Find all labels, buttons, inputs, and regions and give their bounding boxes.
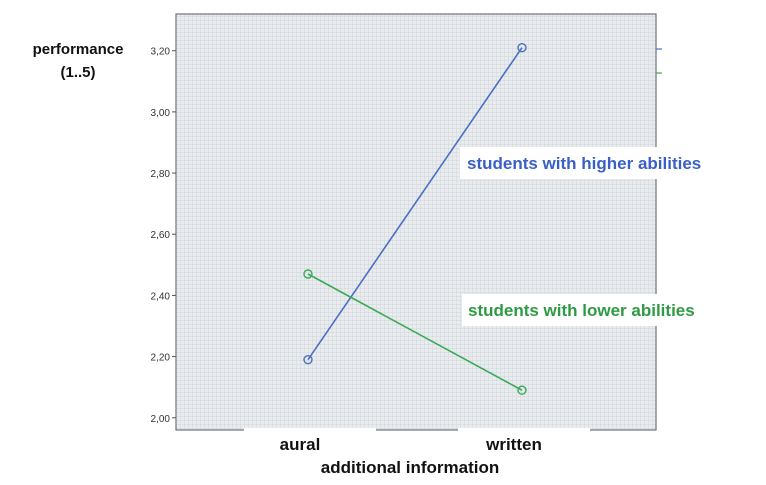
y-axis-label-line2: (1..5) [60,64,95,81]
data-point [303,354,313,365]
data-point [517,385,527,395]
series [303,42,662,395]
x-axis-label: additional information [321,458,500,477]
y-tick-label: 2,00 [151,414,171,425]
x-tick-label: written [485,435,542,454]
y-tick-label: 3,00 [151,108,171,119]
y-ticks: 2,00 2,20 2,40 2,60 2,80 3,00 3,20 [151,47,176,425]
data-point [517,42,527,53]
y-tick-label: 2,60 [151,230,171,241]
series-label-bg [462,294,762,326]
series-line [307,273,523,391]
y-tick-label: 3,20 [151,47,171,58]
y-axis-label-line1: performance [33,41,124,58]
series-label-bg [460,147,758,179]
series-line [307,47,523,361]
y-tick-label: 2,80 [151,169,171,180]
series-label: students with higher abilities [467,154,701,173]
y-tick-label: 2,40 [151,291,171,302]
plot-area [175,13,657,431]
x-tick-label-bg [458,428,590,438]
x-tick-label-bg [244,428,376,438]
series-label: students with lower abilities [468,301,695,320]
x-tick-labels: aural written [244,428,590,454]
y-tick-label: 2,20 [151,353,171,364]
x-tick-label: aural [280,435,321,454]
series-labels: students with higher abilities students w… [460,147,762,326]
data-point [303,269,313,279]
